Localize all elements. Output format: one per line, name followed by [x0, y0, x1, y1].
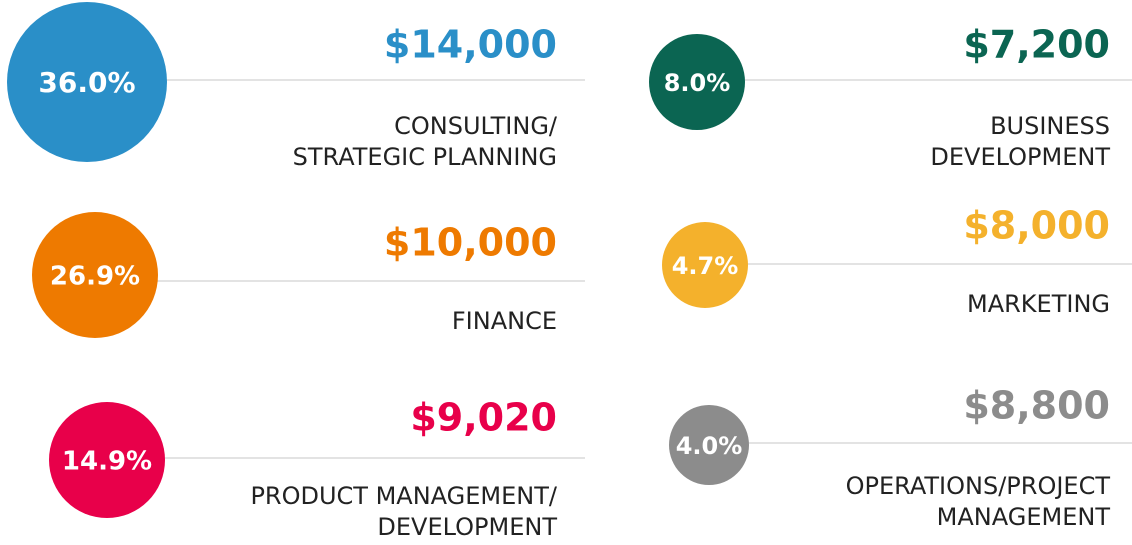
category-label: BUSINESS [990, 112, 1110, 140]
category-label: PRODUCT MANAGEMENT/ [250, 482, 557, 510]
percent-label: 26.9% [50, 262, 140, 292]
percent-circle [649, 34, 745, 130]
percent-label: 14.9% [62, 447, 152, 477]
category-label: MANAGEMENT [937, 503, 1111, 531]
amount: $8,800 [963, 384, 1110, 428]
percent-circle [669, 405, 749, 485]
percent-label: 8.0% [664, 69, 731, 97]
category-label: DEVELOPMENT [377, 513, 557, 541]
percent-circle [32, 212, 158, 338]
category-label: MARKETING [967, 290, 1110, 318]
category-label: OPERATIONS/PROJECT [846, 472, 1111, 500]
category-label: FINANCE [452, 307, 557, 335]
percent-label: 4.0% [676, 432, 743, 460]
amount: $14,000 [384, 23, 557, 67]
percent-label: 4.7% [672, 252, 739, 280]
percent-circle [662, 222, 748, 308]
percent-circle [7, 2, 167, 162]
category-label: CONSULTING/ [394, 112, 558, 140]
amount: $8,000 [963, 204, 1110, 248]
category-label: STRATEGIC PLANNING [293, 143, 557, 171]
percent-circle [49, 402, 165, 518]
amount: $9,020 [410, 396, 557, 440]
percent-label: 36.0% [38, 66, 135, 99]
amount: $10,000 [384, 221, 557, 265]
amount: $7,200 [963, 23, 1110, 67]
category-label: DEVELOPMENT [930, 143, 1110, 171]
